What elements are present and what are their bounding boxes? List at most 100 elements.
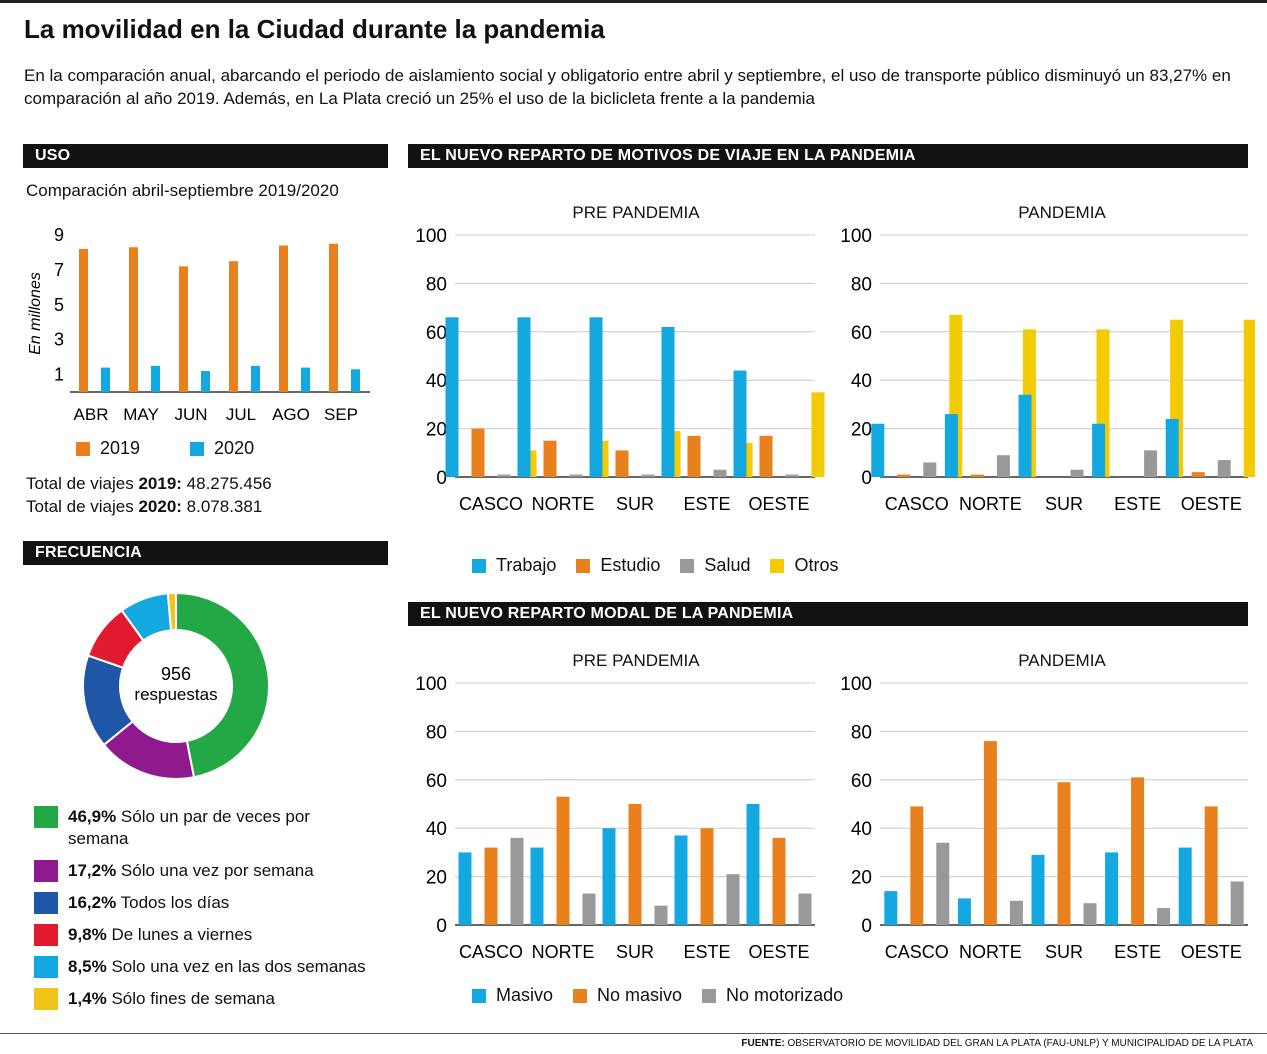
x-tick-label: SUR <box>1045 494 1083 514</box>
bar-trabajo-este <box>661 326 675 477</box>
bar-salud-oeste <box>785 474 799 477</box>
bar-2019-AGO <box>279 245 288 392</box>
bar-no-masivo-oeste <box>772 837 786 925</box>
bar-2019-MAY <box>129 247 138 392</box>
frecuencia-legend: 46,9% Sólo un par de veces por semana 17,… <box>34 806 404 1020</box>
bar-estudio-oeste <box>1191 472 1205 477</box>
bar-2020-ABR <box>101 367 110 392</box>
top-rule <box>0 0 1267 3</box>
y-tick-label: 40 <box>426 819 447 840</box>
bar-salud-este <box>1144 450 1158 477</box>
bar-masivo-sur <box>1031 854 1045 925</box>
donut-center-label: respuestas <box>134 685 217 704</box>
legend-label: Trabajo <box>496 555 557 575</box>
x-tick-label: OESTE <box>748 942 809 962</box>
frecuencia-legend-text: 16,2% Todos los días <box>68 892 229 914</box>
modal-legend: Masivo No masivo No motorizado <box>472 985 863 1006</box>
bar-masivo-este <box>674 835 688 925</box>
frecuencia-legend-row: 9,8% De lunes a viernes <box>34 924 404 946</box>
y-tick-label: 20 <box>851 868 872 889</box>
y-tick-label: 60 <box>426 323 447 344</box>
x-tick-label: NORTE <box>532 494 595 514</box>
legend-item-masivo: Masivo <box>472 985 553 1006</box>
legend-swatch-2020 <box>190 441 205 456</box>
bar-salud-sur <box>1070 469 1084 477</box>
frecuencia-legend-text: 17,2% Sólo una vez por semana <box>68 860 314 882</box>
bar-no-masivo-este <box>1131 777 1145 925</box>
bar-trabajo-este <box>1092 423 1106 477</box>
bar-masivo-sur <box>602 828 616 925</box>
bar-no-masivo-casco <box>910 806 924 925</box>
y-tick-label: 0 <box>861 916 872 937</box>
y-tick-label: 20 <box>426 420 447 441</box>
total-2020-prefix: Total de viajes <box>26 497 139 516</box>
frecuencia-pct: 1,4% <box>68 989 107 1008</box>
legend-item-no-motorizado: No motorizado <box>702 985 843 1006</box>
bar-no-motorizado-casco <box>936 842 950 925</box>
bar-2019-SEP <box>329 243 338 392</box>
x-tick-label: JUN <box>174 405 207 424</box>
frecuencia-pct: 46,9% <box>68 807 117 826</box>
y-tick-label: 1 <box>54 365 64 385</box>
uso-header: USO <box>23 144 388 168</box>
bar-estudio-oeste <box>759 435 773 477</box>
frecuencia-swatch <box>34 860 58 882</box>
legend-item-salud: Salud <box>680 555 750 576</box>
legend-item-no-masivo: No masivo <box>573 985 682 1006</box>
uso-legend: 2019 2020 <box>76 438 274 459</box>
bar-trabajo-oeste <box>733 370 747 477</box>
bar-masivo-norte <box>530 847 544 925</box>
x-tick-label: ABR <box>74 405 109 424</box>
frecuencia-pct: 9,8% <box>68 925 107 944</box>
bar-2020-SEP <box>351 369 360 392</box>
modal-pre-title: PRE PANDEMIA <box>572 651 700 670</box>
y-tick-label: 100 <box>840 674 872 695</box>
bar-salud-casco <box>923 462 937 477</box>
bar-no-masivo-este <box>700 828 714 925</box>
x-tick-label: OESTE <box>1181 494 1242 514</box>
y-tick-label: 60 <box>851 323 872 344</box>
total-2020-value: 8.078.381 <box>181 497 263 516</box>
bar-estudio-casco <box>897 474 911 477</box>
legend-label: Estudio <box>600 555 661 575</box>
legend-swatch <box>576 558 591 573</box>
total-2019-year: 2019: <box>138 474 182 493</box>
donut-slice-5 <box>166 591 177 632</box>
frecuencia-swatch <box>34 956 58 978</box>
frecuencia-legend-row: 16,2% Todos los días <box>34 892 404 914</box>
x-tick-label: CASCO <box>885 494 949 514</box>
bar-no-motorizado-este <box>726 874 740 925</box>
frecuencia-legend-row: 8,5% Solo una vez en las dos semanas <box>34 956 404 978</box>
total-2019-prefix: Total de viajes <box>26 474 139 493</box>
bar-no-masivo-oeste <box>1204 806 1218 925</box>
legend-label: No masivo <box>597 985 683 1005</box>
donut-slice-0 <box>175 591 270 779</box>
x-tick-label: ESTE <box>1114 494 1161 514</box>
bar-trabajo-norte <box>517 317 531 477</box>
motivos-pre-chart: 0 20 40 60 80 100 CASCO NORTE SUR ESTE OESTE <box>415 226 825 514</box>
bar-no-motorizado-norte <box>582 893 596 925</box>
bar-salud-norte <box>996 455 1010 477</box>
frecuencia-legend-text: 1,4% Sólo fines de semana <box>68 988 275 1010</box>
bar-2020-JUN <box>201 371 210 392</box>
y-tick-label: 80 <box>851 274 872 295</box>
frecuencia-swatch <box>34 806 58 828</box>
frecuencia-pct: 16,2% <box>68 893 117 912</box>
bar-2019-ABR <box>79 248 88 392</box>
modal-header: EL NUEVO REPARTO MODAL DE LA PANDEMIA <box>408 602 1248 626</box>
frecuencia-legend-text: 46,9% Sólo un par de veces por semana <box>68 806 328 850</box>
bar-estudio-casco <box>471 428 485 477</box>
y-tick-label: 20 <box>426 868 447 889</box>
legend-swatch-2019 <box>76 441 90 456</box>
bar-2019-JUN <box>179 266 188 392</box>
frecuencia-pct: 17,2% <box>68 861 117 880</box>
modal-pan-title: PANDEMIA <box>1018 651 1106 670</box>
bar-no-motorizado-oeste <box>798 893 812 925</box>
bar-no-masivo-sur <box>628 804 642 925</box>
bar-salud-casco <box>497 474 511 477</box>
bar-no-masivo-norte <box>556 796 570 925</box>
x-tick-label: CASCO <box>459 494 523 514</box>
bar-2020-JUL <box>251 365 260 392</box>
x-tick-label: SUR <box>616 494 654 514</box>
